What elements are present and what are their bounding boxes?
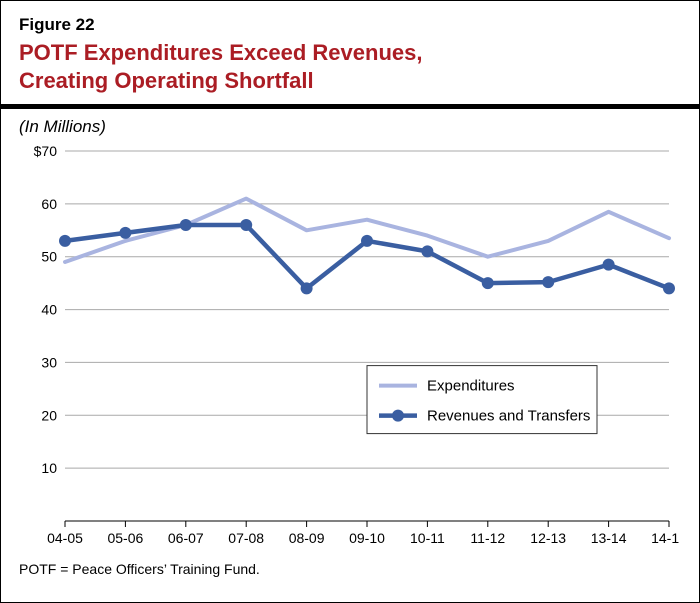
series-marker — [301, 282, 313, 294]
figure-label: Figure 22 — [19, 15, 681, 35]
figure-container: Figure 22 POTF Expenditures Exceed Reven… — [0, 0, 700, 603]
series-marker — [180, 219, 192, 231]
series-marker — [542, 276, 554, 288]
x-tick-label: 09-10 — [349, 530, 385, 546]
x-tick-label: 13-14 — [591, 530, 627, 546]
chart-area: 10 20 30 40 50 60 $70 04-05 05-06 06-07 07-08 08-09… — [19, 143, 681, 553]
series-marker — [59, 235, 71, 247]
title-rule — [1, 104, 699, 109]
line-chart: 10 20 30 40 50 60 $70 04-05 05-06 06-07 07-08 08-09… — [19, 143, 679, 553]
series-marker — [663, 282, 675, 294]
legend-label: Expenditures — [427, 378, 515, 395]
x-tick-label: 04-05 — [47, 530, 83, 546]
x-tick-label: 11-12 — [470, 530, 505, 546]
x-tick-label: 12-13 — [530, 530, 566, 546]
figure-title: POTF Expenditures Exceed Revenues, Creat… — [19, 39, 681, 94]
series-marker — [361, 235, 373, 247]
units-label: (In Millions) — [19, 117, 681, 137]
series-marker — [421, 245, 433, 257]
series-marker — [119, 227, 131, 239]
y-tick-label: 30 — [41, 354, 57, 370]
legend-label: Revenues and Transfers — [427, 408, 590, 425]
series-marker — [240, 219, 252, 231]
x-tick-label: 05-06 — [107, 530, 143, 546]
title-line-1: POTF Expenditures Exceed Revenues, — [19, 40, 422, 65]
y-tick-label: $70 — [34, 143, 58, 159]
y-tick-label: 10 — [41, 460, 57, 476]
title-line-2: Creating Operating Shortfall — [19, 68, 314, 93]
y-tick-label: 40 — [41, 302, 57, 318]
footnote: POTF = Peace Officers’ Training Fund. — [19, 561, 681, 577]
x-tick-label: 07-08 — [228, 530, 264, 546]
legend-swatch-marker — [392, 410, 404, 422]
x-tick-label: 08-09 — [289, 530, 325, 546]
x-tick-label: 14-15 — [651, 530, 679, 546]
series-marker — [603, 259, 615, 271]
series-marker — [482, 277, 494, 289]
y-tick-label: 60 — [41, 196, 57, 212]
x-tick-label: 10-11 — [410, 530, 445, 546]
y-tick-label: 20 — [41, 407, 57, 423]
x-tick-label: 06-07 — [168, 530, 204, 546]
y-tick-label: 50 — [41, 249, 57, 265]
